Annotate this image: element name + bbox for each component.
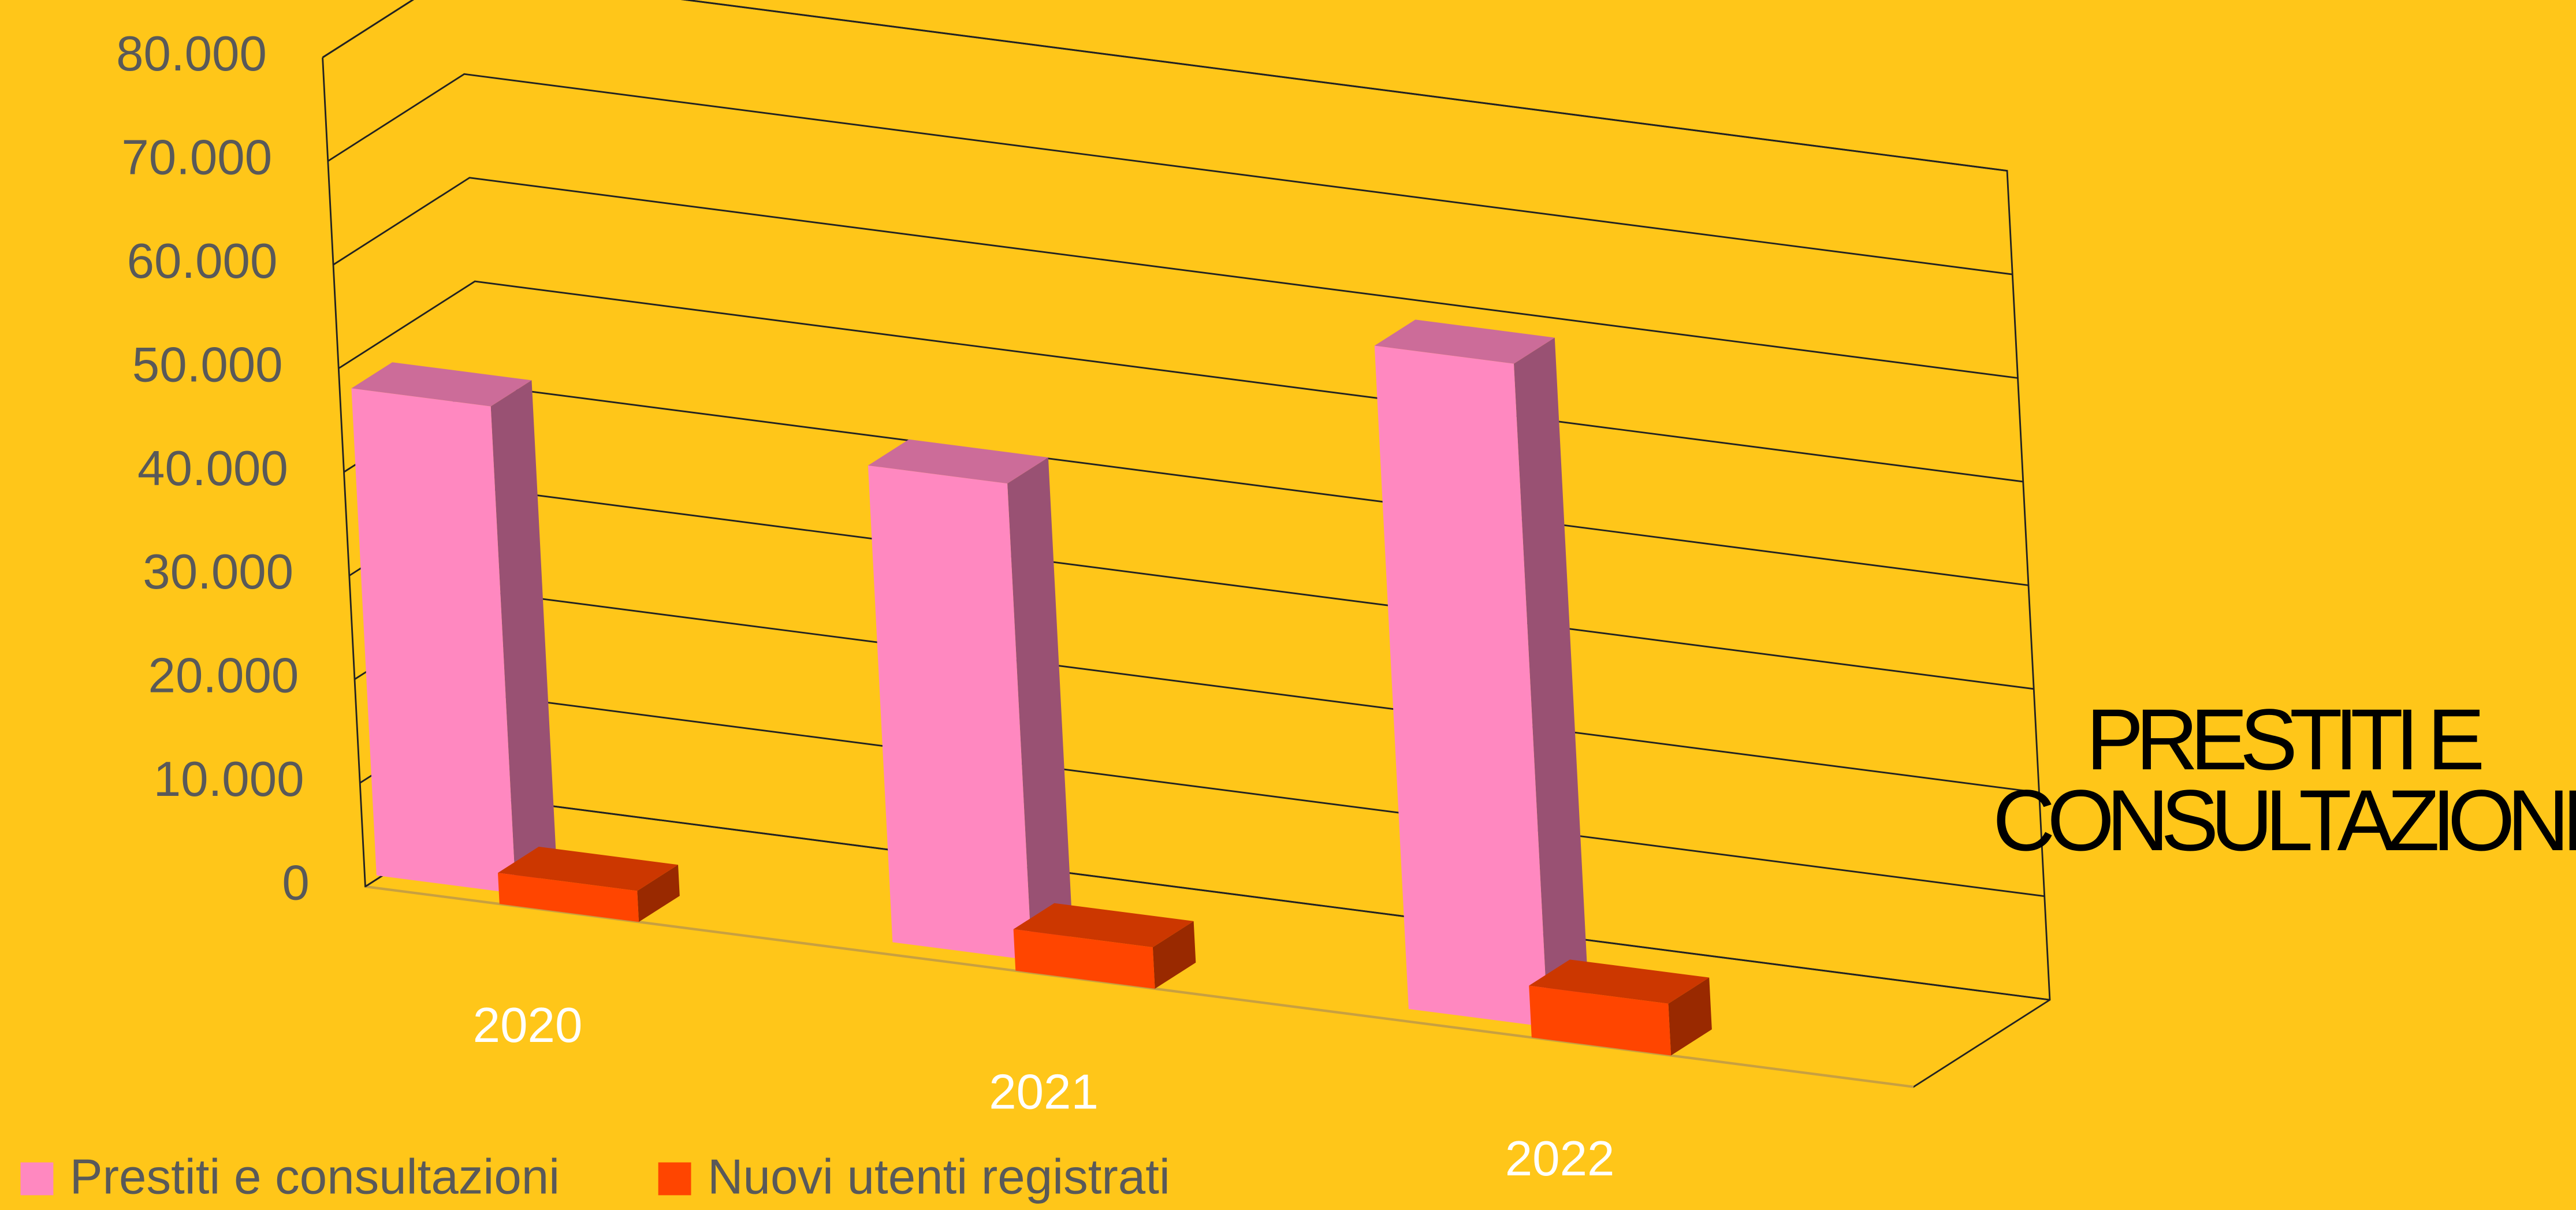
legend-label: Prestiti e consultazioni (70, 1149, 560, 1204)
bar-side (1514, 337, 1589, 1027)
bar-side (1007, 457, 1073, 960)
y-tick-label: 10.000 (154, 752, 304, 807)
legend-label: Nuovi utenti registrati (708, 1149, 1170, 1204)
bar-side (1152, 921, 1196, 989)
x-tick-label: 2020 (473, 998, 583, 1053)
grid-line (343, 384, 2029, 586)
bar-top (1013, 903, 1194, 948)
chart-title: PRESTITI E CONSULTAZIONI (1993, 691, 2576, 869)
y-tick-label: 20.000 (148, 649, 299, 703)
grid-line (333, 177, 2018, 379)
bar (868, 465, 1032, 960)
grid-line (327, 73, 2013, 275)
y-tick-label: 40.000 (137, 441, 288, 496)
grid-line (338, 280, 2023, 483)
bar-top (1529, 959, 1710, 1004)
grid-line (354, 591, 2039, 794)
y-tick-label: 60.000 (127, 234, 278, 289)
bar-side (637, 865, 680, 922)
grid-line (348, 487, 2034, 690)
y-tick-label: 0 (282, 856, 309, 911)
bar-top (351, 362, 532, 407)
y-tick-label: 50.000 (132, 337, 283, 392)
grid-line (322, 0, 2008, 172)
bar-side (1668, 977, 1712, 1056)
bar (351, 388, 516, 893)
bar (1013, 929, 1155, 989)
legend-swatch (658, 1162, 691, 1196)
bar-top (868, 439, 1048, 484)
bar-side (490, 380, 557, 893)
y-tick-label: 80.000 (116, 27, 267, 81)
legend-swatch (20, 1162, 54, 1196)
bar (1374, 345, 1548, 1027)
bar (498, 873, 639, 922)
y-tick-label: 70.000 (121, 130, 272, 185)
bar (1529, 985, 1672, 1056)
y-tick-label: 30.000 (143, 545, 293, 600)
bar-top (1374, 319, 1555, 364)
bar-top (498, 847, 679, 891)
x-tick-label: 2022 (1505, 1131, 1615, 1186)
x-tick-label: 2021 (989, 1065, 1099, 1120)
